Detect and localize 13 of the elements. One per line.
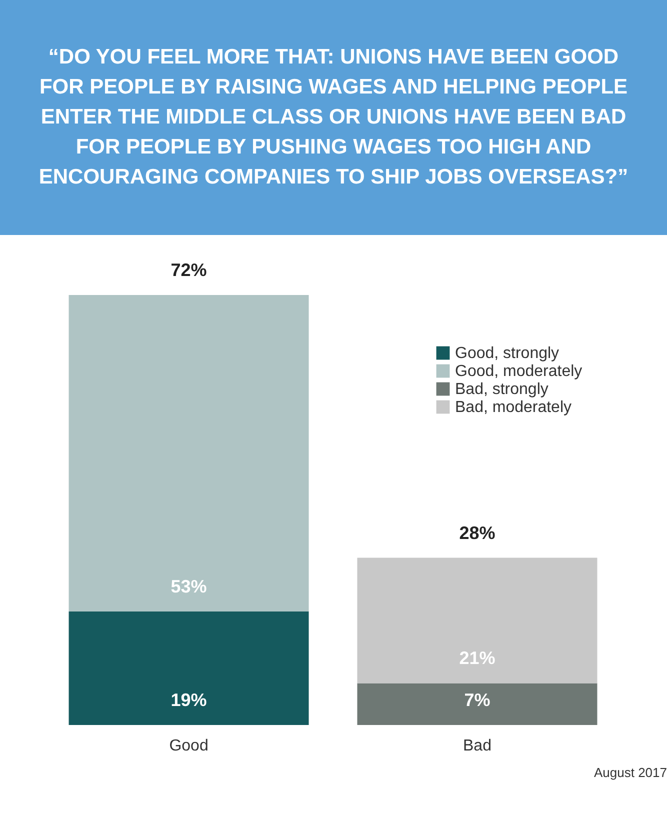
- text: August 2017: [594, 765, 667, 780]
- data-label: 7%: [464, 690, 490, 710]
- legend-label: Bad, strongly: [455, 381, 548, 398]
- legend-label: Bad, moderately: [455, 399, 572, 416]
- legend-label: Good, strongly: [455, 345, 560, 362]
- x-tick-label: Good: [169, 738, 208, 754]
- data-label: 53%: [170, 576, 207, 597]
- chart-title: “DO YOU FEEL MORE THAT: UNIONS HAVE BEEN GOOD FOR PEOPLE BY RAISING WAGES AND HELPING PEOPLE ENTER THE MIDDLE CLASS OR UNIONS HAVE BEEN BAD FOR PEOPLE BY PUSHING WAGES TOO HIGH AND ENCOURAGING COMPANIES TO SHIP JOBS OVERSEAS?”: [38, 46, 628, 188]
- legend-label: Good, moderately: [455, 363, 582, 380]
- x-tick-label: Bad: [462, 738, 492, 754]
- total-label: 72%: [170, 260, 207, 280]
- total-label: 28%: [459, 522, 496, 543]
- data-label: 19%: [170, 690, 207, 710]
